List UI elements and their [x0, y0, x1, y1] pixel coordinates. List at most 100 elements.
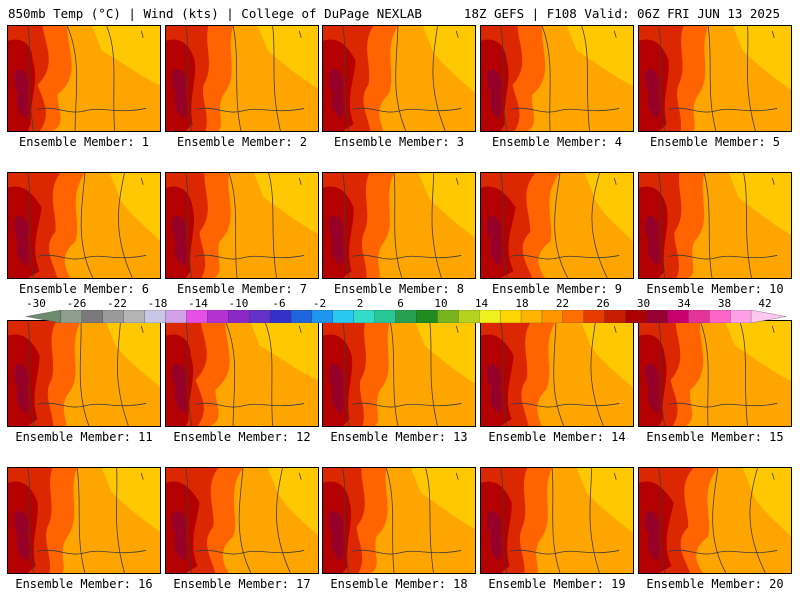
contour-line — [352, 402, 462, 408]
temperature-region — [13, 68, 29, 120]
temperature-map — [639, 173, 791, 278]
contour-line — [658, 173, 666, 278]
ensemble-member-label: Ensemble Member: 3 — [333, 135, 465, 149]
contour-line — [658, 468, 666, 573]
contour-line — [389, 321, 399, 426]
ensemble-map-panel — [7, 25, 161, 132]
temperature-region — [328, 363, 344, 415]
ensemble-member-label: Ensemble Member: 7 — [176, 282, 308, 296]
colorbar-swatch — [583, 310, 606, 323]
colorbar-tick-label: 38 — [717, 297, 732, 310]
contour-line — [117, 321, 129, 426]
temperature-map — [8, 468, 160, 573]
ensemble-map-panel — [322, 172, 476, 279]
contour-line — [455, 177, 459, 185]
temperature-region — [13, 215, 29, 267]
colorbar-tick-label: -10 — [228, 297, 249, 310]
contour-line — [743, 173, 752, 278]
colorbar-swatch — [541, 310, 564, 323]
temperature-map — [481, 321, 633, 426]
contour-line — [140, 472, 144, 480]
colorbar-swatch — [667, 310, 689, 323]
temperature-region — [724, 321, 791, 381]
contour-line — [703, 173, 713, 278]
contour-line — [455, 472, 459, 480]
colorbar-swatch — [186, 310, 208, 323]
colorbar-swatch — [332, 310, 355, 323]
ensemble-member-label: Ensemble Member: 14 — [488, 430, 626, 444]
contour-line — [79, 321, 90, 426]
header-title-left: 850mb Temp (°C) | Wind (kts) | College o… — [8, 6, 422, 21]
colorbar-swatch — [458, 310, 480, 323]
ensemble-member-label: Ensemble Member: 8 — [333, 282, 465, 296]
ensemble-member-label: Ensemble Member: 5 — [649, 135, 781, 149]
ensemble-map-panel — [7, 172, 161, 279]
temperature-region — [328, 215, 344, 267]
colorbar-tick-label: 22 — [555, 297, 570, 310]
contour-line — [27, 321, 35, 426]
contour-line — [510, 254, 620, 260]
temperature-region — [486, 510, 502, 562]
colorbar-tick-label: -2 — [312, 297, 327, 310]
temperature-map — [639, 321, 791, 426]
temperature-map — [481, 26, 633, 131]
ensemble-member-label: Ensemble Member: 17 — [173, 577, 311, 591]
ensemble-map-panel — [322, 467, 476, 574]
temperature-map — [8, 26, 160, 131]
contour-line — [613, 30, 617, 38]
colorbar-swatch — [750, 310, 786, 323]
ensemble-map-panel — [7, 467, 161, 574]
colorbar-tick-label: -26 — [66, 297, 87, 310]
contour-line — [37, 402, 147, 408]
contour-line — [232, 26, 242, 131]
contour-line — [707, 26, 717, 131]
contour-line — [712, 468, 727, 573]
temperature-region — [584, 173, 633, 242]
colorbar-tick-label: 10 — [434, 297, 448, 310]
temperature-region — [328, 68, 344, 120]
ensemble-map-panel — [165, 25, 319, 132]
temperature-map — [8, 321, 160, 426]
contour-line — [581, 26, 590, 131]
temperature-region — [566, 26, 633, 86]
ensemble-map-panel — [480, 467, 634, 574]
colorbar-swatch — [374, 310, 397, 323]
contour-line — [76, 468, 86, 573]
contour-line — [195, 254, 305, 260]
contour-line — [298, 472, 302, 480]
contour-line — [590, 321, 604, 426]
ensemble-member-label: Ensemble Member: 6 — [18, 282, 150, 296]
contour-line — [224, 321, 236, 426]
contour-line — [699, 321, 709, 426]
temperature-region — [580, 321, 633, 388]
colorbar-swatch — [499, 310, 522, 323]
contour-line — [140, 325, 144, 333]
contour-line — [771, 325, 775, 333]
ensemble-member-label: Ensemble Member: 1 — [18, 135, 150, 149]
contour-line — [27, 468, 35, 573]
contour-line — [455, 325, 459, 333]
colorbar-tick-label: -22 — [107, 297, 127, 310]
temperature-region — [171, 363, 187, 415]
temperature-map — [166, 26, 318, 131]
contour-line — [500, 173, 508, 278]
temperature-region — [414, 321, 475, 384]
temperature-region — [644, 215, 660, 267]
contour-line — [352, 549, 462, 555]
colorbar-swatch — [60, 310, 83, 323]
contour-line — [185, 26, 193, 131]
contour-line — [195, 549, 305, 555]
temperature-region — [13, 363, 29, 415]
contour-line — [500, 321, 508, 426]
temperature-region — [742, 468, 791, 537]
ensemble-member-label: Ensemble Member: 13 — [330, 430, 468, 444]
temperature-region — [644, 510, 660, 562]
contour-line — [27, 26, 35, 131]
contour-line — [298, 325, 302, 333]
temperature-map — [323, 321, 475, 426]
temperature-map — [481, 468, 633, 573]
colorbar-tick-label: 14 — [474, 297, 489, 310]
contour-line — [432, 26, 446, 131]
colorbar-swatch — [26, 310, 62, 323]
contour-line — [228, 173, 238, 278]
